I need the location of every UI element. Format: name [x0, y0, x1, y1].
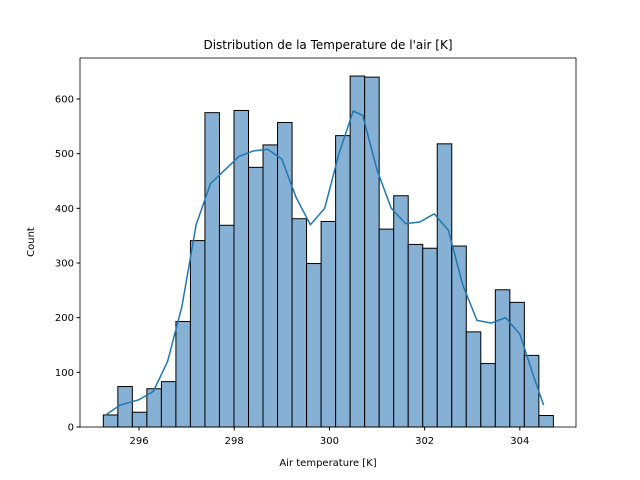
bar [117, 386, 133, 428]
x-axis-label: Air temperature [K] [279, 458, 376, 469]
x-tick-label: 302 [415, 436, 434, 447]
bar [509, 301, 525, 428]
bar [320, 220, 337, 428]
bar [131, 411, 148, 428]
bar [160, 381, 177, 428]
y-tick-label: 600 [55, 95, 74, 106]
bar [262, 144, 279, 428]
bar [204, 112, 220, 428]
bar [378, 228, 395, 428]
bar [233, 109, 250, 428]
bar [480, 363, 496, 428]
bar [407, 243, 424, 428]
bar [102, 414, 119, 428]
bar [349, 75, 366, 428]
bar [175, 320, 191, 428]
bar [306, 263, 322, 428]
y-tick-label: 400 [55, 204, 74, 215]
kde-line [105, 109, 545, 416]
bar [422, 247, 438, 428]
bar [189, 240, 206, 428]
bar [335, 135, 351, 428]
y-tick-label: 100 [55, 368, 74, 379]
y-tick-label: 0 [68, 423, 74, 434]
y-axis-label: Count [26, 227, 37, 257]
bar [465, 331, 482, 428]
y-tick-label: 300 [55, 259, 74, 270]
plot-frame [79, 57, 577, 428]
chart-title: Distribution de la Temperature de l'air … [203, 38, 452, 52]
y-tick-label: 500 [55, 149, 74, 160]
bar [291, 218, 308, 428]
bar [218, 224, 235, 428]
bar [393, 195, 409, 428]
x-tick-label: 300 [320, 436, 339, 447]
bar [436, 143, 453, 428]
x-tick-label: 304 [510, 436, 529, 447]
bar [248, 166, 264, 428]
bar [523, 354, 540, 428]
x-tick-label: 298 [225, 436, 244, 447]
x-tick-label: 296 [129, 436, 148, 447]
bar [494, 289, 511, 428]
y-tick-label: 200 [55, 313, 74, 324]
bar [538, 415, 554, 428]
